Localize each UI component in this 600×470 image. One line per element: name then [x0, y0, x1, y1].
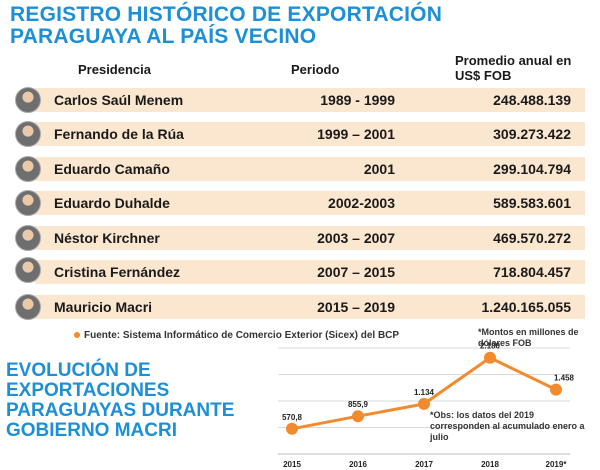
row-period: 2015 – 2019: [317, 299, 395, 315]
tick-label: 2017: [415, 460, 433, 469]
header-presidency: Presidencia: [78, 62, 151, 77]
row-name: Cristina Fernández: [54, 264, 181, 280]
data-label: 2.180: [480, 342, 501, 351]
avatar: [15, 294, 41, 320]
bullet-dot-icon: [74, 332, 80, 339]
row-average: 589.583.601: [493, 195, 571, 211]
row-period: 1989 - 1999: [320, 92, 395, 108]
data-label: 1.134: [414, 388, 435, 397]
main-title: REGISTRO HISTÓRICO DE EXPORTACIÓN PARAGU…: [10, 3, 443, 48]
row-name: Carlos Saúl Menem: [54, 92, 184, 108]
header-period: Periodo: [291, 62, 340, 77]
data-label: 855,9: [348, 400, 369, 409]
row-period: 2001: [363, 161, 395, 177]
row-average: 1.240.165.055: [481, 299, 571, 315]
avatar: [15, 190, 41, 216]
row-name: Néstor Kirchner: [54, 230, 160, 246]
avatar: [15, 225, 41, 251]
table-row: Fernando de la Rúa 1999 – 2001 309.273.4…: [35, 122, 585, 146]
row-average: 469.570.272: [493, 230, 571, 246]
row-period: 1999 – 2001: [317, 126, 395, 142]
header-average: Promedio anual en US$ FOB: [455, 53, 572, 83]
row-period: 2002-2003: [328, 195, 395, 211]
tick-label: 2015: [283, 460, 301, 469]
data-point: [550, 383, 562, 396]
tick-label: 2018: [481, 460, 499, 469]
avatar: [15, 121, 41, 147]
table-row: Carlos Saúl Menem 1989 - 1999 248.488.13…: [35, 88, 585, 112]
data-point: [484, 351, 496, 364]
table-row: Mauricio Macri 2015 – 2019 1.240.165.055: [35, 295, 585, 319]
line-chart: 570,8 2015 855,9 2016 1.134 2017 2.180 2018 1.45…: [278, 342, 575, 469]
row-average: 309.273.422: [493, 126, 571, 142]
data-point: [286, 422, 298, 435]
source-text: Fuente: Sistema Informático de Comercio …: [84, 330, 400, 341]
row-period: 2007 – 2015: [317, 264, 395, 280]
avatar: [15, 257, 41, 283]
data-label: 1.458: [554, 374, 575, 383]
row-name: Mauricio Macri: [54, 299, 153, 315]
row-average: 248.488.139: [493, 92, 571, 108]
data-label: 570,8: [282, 413, 303, 422]
tick-label: 2019*: [546, 460, 568, 469]
table-row: Eduardo Duhalde 2002-2003 589.583.601: [35, 191, 585, 215]
data-point: [418, 397, 430, 410]
avatar: [15, 87, 41, 113]
avatar: [15, 156, 41, 182]
data-point: [352, 410, 364, 423]
tick-label: 2016: [349, 460, 367, 469]
source-note: Fuente: Sistema Informático de Comercio …: [74, 330, 399, 341]
row-name: Fernando de la Rúa: [54, 126, 184, 142]
table-row: Néstor Kirchner 2003 – 2007 469.570.272: [35, 226, 585, 250]
table-row: Eduardo Camaño 2001 299.104.794: [35, 157, 585, 181]
row-name: Eduardo Duhalde: [54, 195, 170, 211]
obs-note: *Obs: los datos del 2019 corresponden al…: [430, 410, 585, 442]
row-period: 2003 – 2007: [317, 230, 395, 246]
chart-subtitle: EVOLUCIÓN DE EXPORTACIONES PARAGUAYAS DU…: [6, 360, 235, 441]
row-average: 718.804.457: [493, 264, 571, 280]
row-name: Eduardo Camaño: [54, 161, 170, 177]
units-note: *Montos en millones de dólares FOB: [478, 327, 579, 348]
row-average: 299.104.794: [493, 161, 571, 177]
table-row: Cristina Fernández 2007 – 2015 718.804.4…: [35, 260, 585, 284]
